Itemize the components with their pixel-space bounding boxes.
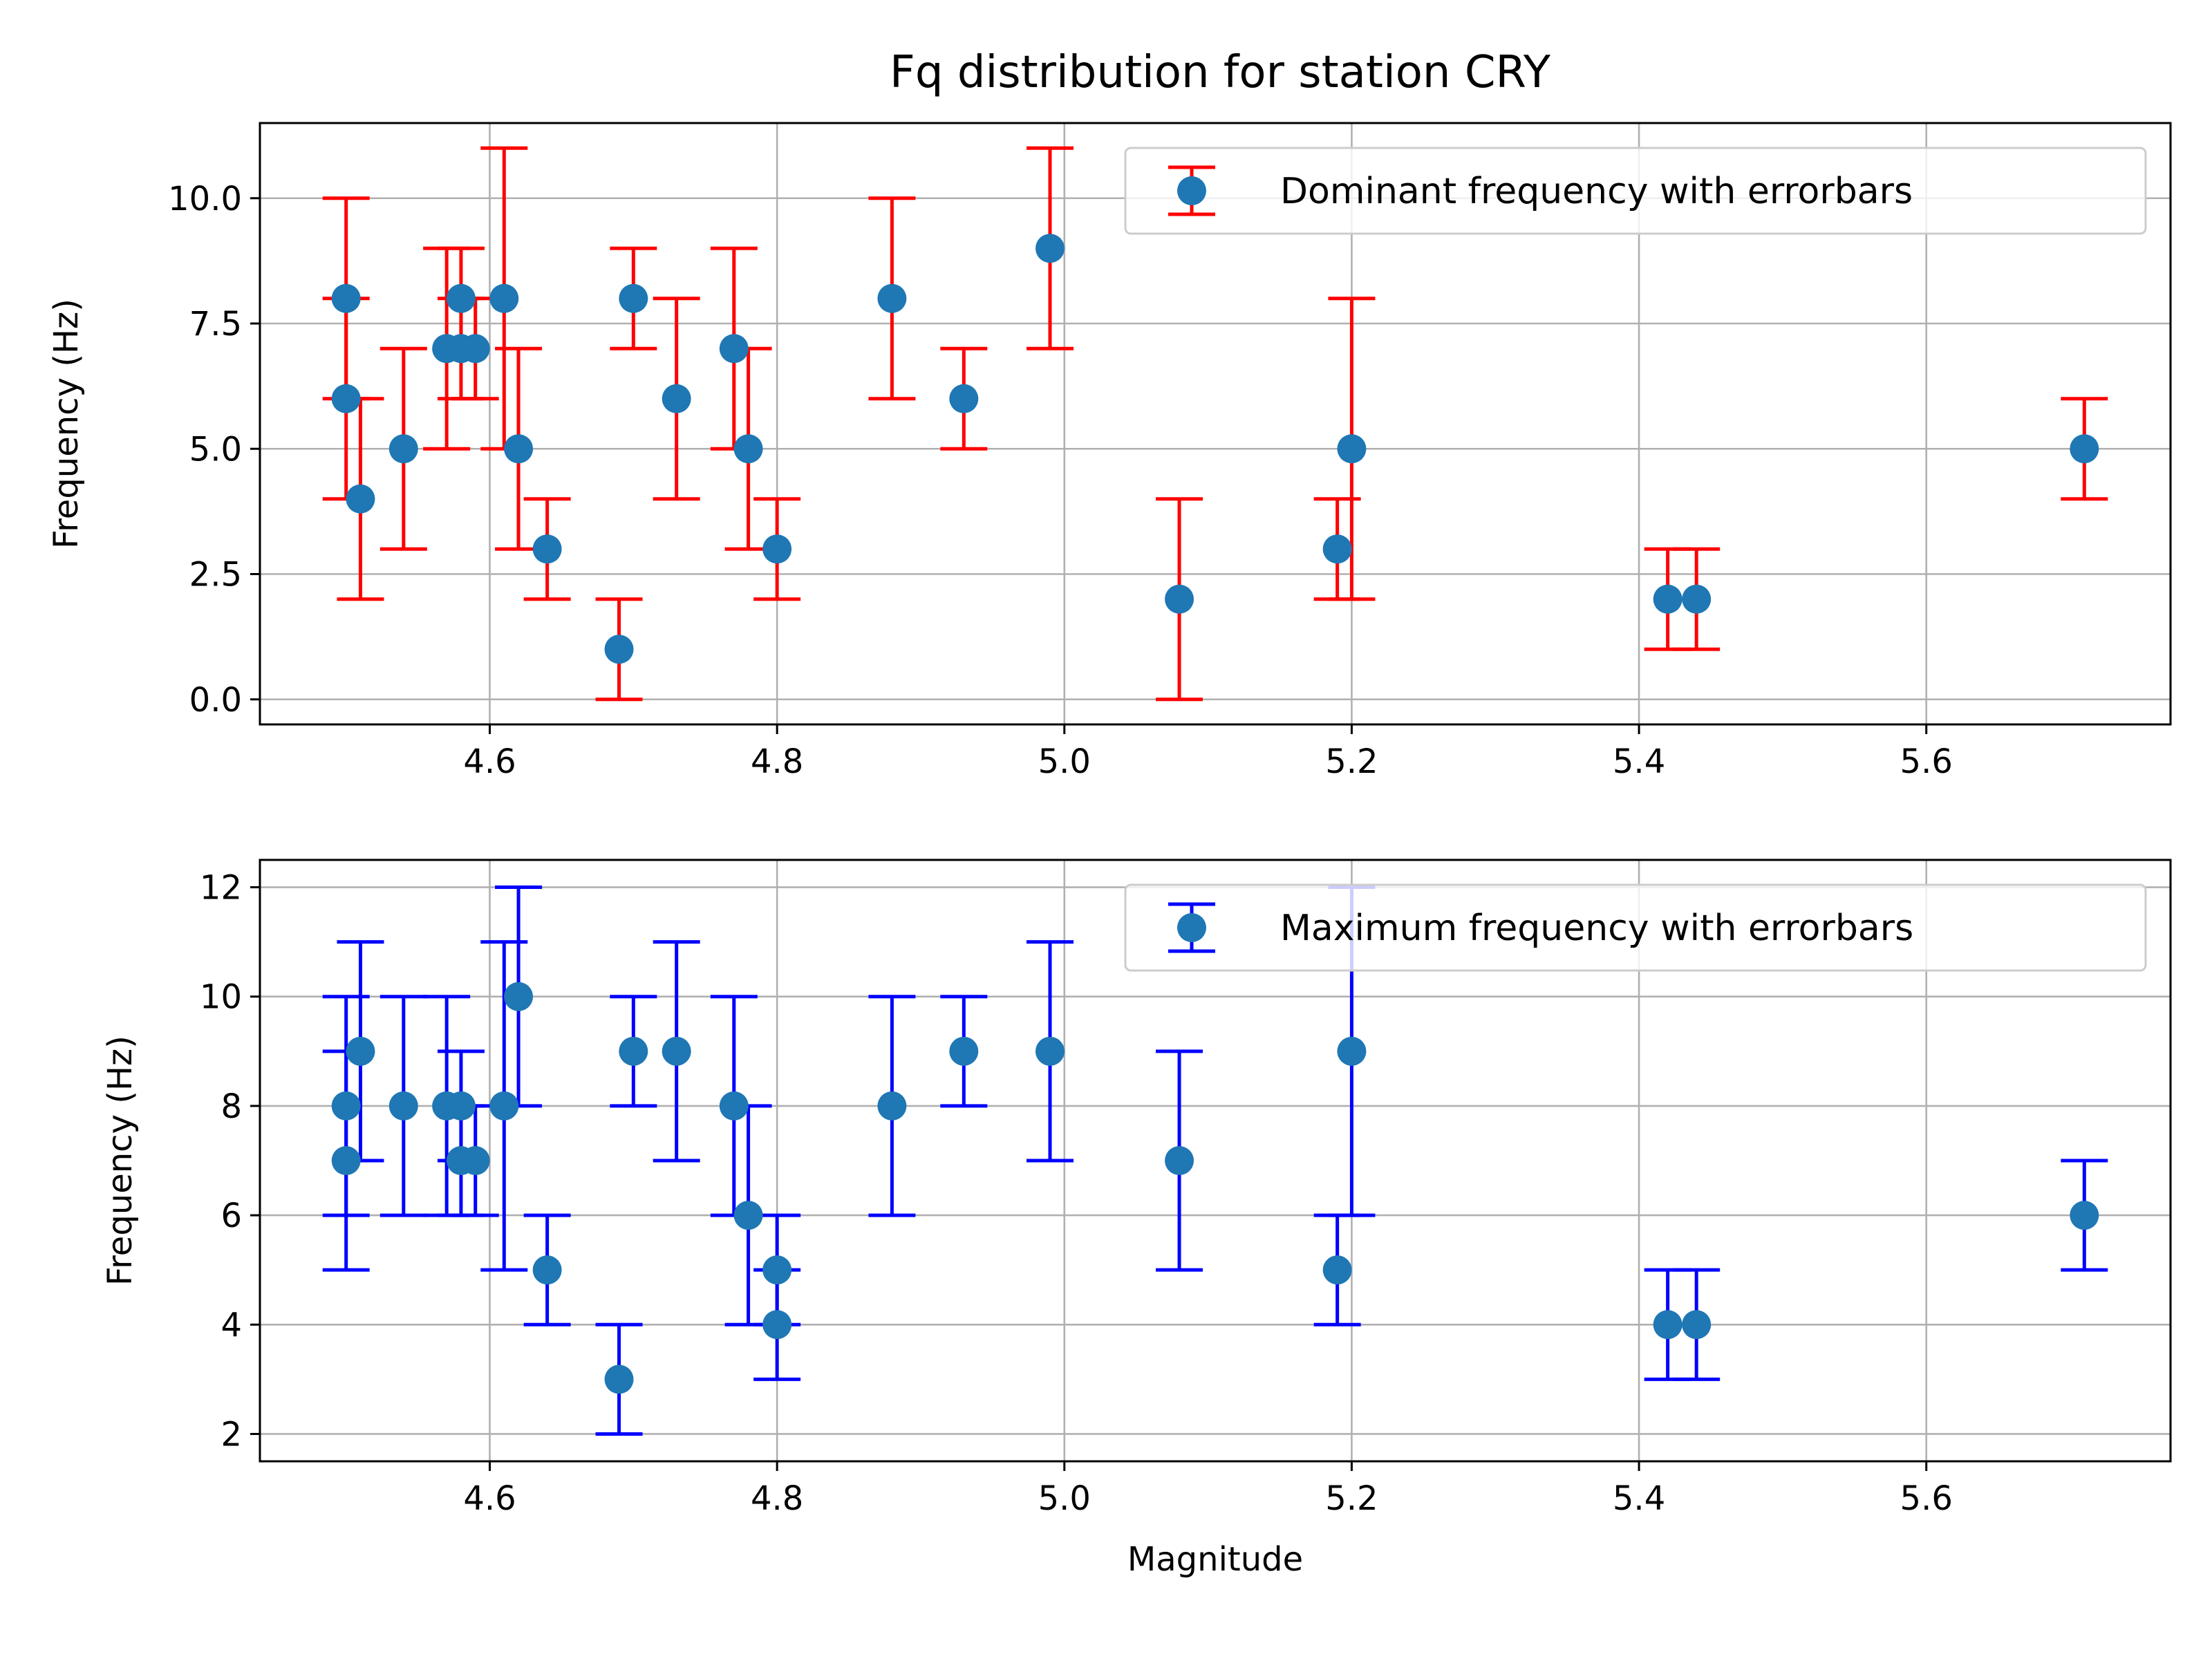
top-legend-label: Dominant frequency with errorbars — [1280, 171, 1913, 212]
top-data-point-12 — [619, 283, 648, 313]
top-y-tick-label-4: 10.0 — [168, 180, 242, 218]
bottom-y-tick-label-1: 4 — [221, 1306, 242, 1344]
top-y-axis-label: Frequency (Hz) — [47, 299, 86, 549]
top-data-point-17 — [877, 283, 907, 313]
top-data-point-9 — [504, 434, 534, 464]
top-data-point-0 — [331, 283, 361, 313]
bottom-y-axis-label: Frequency (Hz) — [101, 1035, 140, 1286]
top-x-tick-label-4: 5.4 — [1613, 742, 1665, 781]
top-y-tick-label-0: 0.0 — [189, 681, 242, 720]
bottom-data-point-23 — [1337, 1036, 1367, 1066]
bottom-data-point-3 — [388, 1091, 418, 1121]
top-data-point-18 — [949, 384, 979, 413]
top-data-point-10 — [532, 534, 562, 564]
bottom-x-ticks: 4.6 4.8 5.0 5.2 5.4 5.6 — [463, 1461, 1953, 1518]
bottom-data-point-21 — [1165, 1146, 1194, 1175]
bottom-y-tick-label-3: 8 — [221, 1087, 242, 1126]
top-x-ticks: 4.6 4.8 5.0 5.2 5.4 5.6 — [463, 724, 1953, 781]
bottom-x-tick-label-4: 5.4 — [1613, 1479, 1665, 1518]
bottom-data-point-2 — [346, 1036, 375, 1066]
top-data-point-13 — [662, 384, 691, 413]
bottom-x-axis-label: Magnitude — [1127, 1540, 1303, 1579]
top-data-point-25 — [2070, 434, 2099, 464]
bottom-y-tick-label-4: 10 — [200, 978, 242, 1017]
bottom-y-tick-label-5: 12 — [200, 869, 242, 908]
top-data-point-7 — [460, 334, 490, 364]
top-points — [331, 234, 2099, 664]
top-data-point-15 — [733, 434, 763, 464]
top-legend: Dominant frequency with errorbars — [1124, 147, 2147, 235]
bottom-legend-box — [1124, 883, 2147, 972]
top-data-point-23 — [1653, 584, 1683, 614]
top-axes-frame — [259, 122, 2172, 726]
top-panel: 4.6 4.8 5.0 5.2 5.4 5.6 0.0 2.5 5.0 7.5 10.0 Freq… — [47, 122, 2172, 781]
top-data-point-24 — [1682, 584, 1712, 614]
bottom-y-tick-label-2: 6 — [221, 1197, 242, 1235]
top-x-tick-label-0: 4.6 — [463, 742, 516, 781]
bottom-points — [331, 982, 2099, 1394]
top-data-point-14 — [719, 334, 749, 364]
bottom-grid — [260, 860, 2171, 1461]
top-data-point-11 — [604, 635, 634, 664]
bottom-data-point-14 — [719, 1091, 749, 1121]
top-legend-point — [1177, 176, 1206, 205]
bottom-data-point-16 — [762, 1255, 792, 1285]
bottom-data-point-0 — [331, 1091, 361, 1121]
bottom-y-tick-label-0: 2 — [221, 1415, 242, 1454]
bottom-data-point-15 — [733, 1201, 763, 1230]
top-x-tick-label-2: 5.0 — [1038, 742, 1091, 781]
bottom-data-point-7 — [460, 1146, 490, 1175]
top-data-point-8 — [489, 283, 519, 313]
top-y-tick-label-2: 5.0 — [189, 430, 242, 469]
bottom-y-ticks: 2 4 6 8 10 12 — [200, 869, 260, 1454]
bottom-data-point-13 — [662, 1036, 691, 1066]
bottom-data-point-20 — [1035, 1036, 1065, 1066]
bottom-data-point-8 — [489, 1091, 519, 1121]
top-legend-box — [1124, 147, 2147, 235]
bottom-legend-point — [1177, 913, 1206, 942]
top-data-point-21 — [1322, 534, 1352, 564]
top-x-tick-label-3: 5.2 — [1325, 742, 1378, 781]
bottom-data-point-5 — [446, 1091, 476, 1121]
bottom-data-point-1 — [331, 1146, 361, 1175]
top-data-point-20 — [1165, 584, 1194, 614]
top-x-tick-label-5: 5.6 — [1900, 742, 1953, 781]
bottom-legend-label: Maximum frequency with errorbars — [1280, 908, 1913, 949]
bottom-x-tick-label-1: 4.8 — [751, 1479, 803, 1518]
top-data-point-1 — [331, 384, 361, 413]
bottom-axes-frame — [259, 859, 2172, 1463]
bottom-legend: Maximum frequency with errorbars — [1124, 883, 2147, 972]
bottom-data-point-12 — [619, 1036, 648, 1066]
top-data-point-16 — [762, 534, 792, 564]
top-y-ticks: 0.0 2.5 5.0 7.5 10.0 — [168, 180, 260, 720]
bottom-panel: 4.6 4.8 5.0 5.2 5.4 5.6 2 4 6 8 10 12 Frequency (H… — [101, 859, 2172, 1579]
top-x-tick-label-1: 4.8 — [751, 742, 803, 781]
bottom-data-point-17 — [762, 1310, 792, 1340]
bottom-data-point-18 — [877, 1091, 907, 1121]
bottom-data-point-22 — [1322, 1255, 1352, 1285]
top-y-tick-label-3: 7.5 — [189, 305, 242, 344]
top-data-point-5 — [446, 283, 476, 313]
bottom-data-point-10 — [532, 1255, 562, 1285]
bottom-x-tick-label-2: 5.0 — [1038, 1479, 1091, 1518]
bottom-data-point-19 — [949, 1036, 979, 1066]
top-data-point-22 — [1337, 434, 1367, 464]
figure-title: Fq distribution for station CRY — [890, 47, 1551, 98]
bottom-legend-marker — [1168, 902, 1215, 953]
bottom-data-point-25 — [1682, 1310, 1712, 1340]
top-legend-marker — [1168, 165, 1215, 216]
bottom-x-tick-label-3: 5.2 — [1325, 1479, 1378, 1518]
bottom-x-tick-label-0: 4.6 — [463, 1479, 516, 1518]
top-y-tick-label-1: 2.5 — [189, 556, 242, 594]
top-data-point-2 — [346, 484, 375, 514]
bottom-data-point-26 — [2070, 1201, 2099, 1230]
bottom-data-point-24 — [1653, 1310, 1683, 1340]
bottom-data-point-9 — [504, 982, 534, 1011]
bottom-x-tick-label-5: 5.6 — [1900, 1479, 1953, 1518]
bottom-data-point-11 — [604, 1365, 634, 1394]
top-data-point-3 — [388, 434, 418, 464]
top-data-point-19 — [1035, 234, 1065, 263]
